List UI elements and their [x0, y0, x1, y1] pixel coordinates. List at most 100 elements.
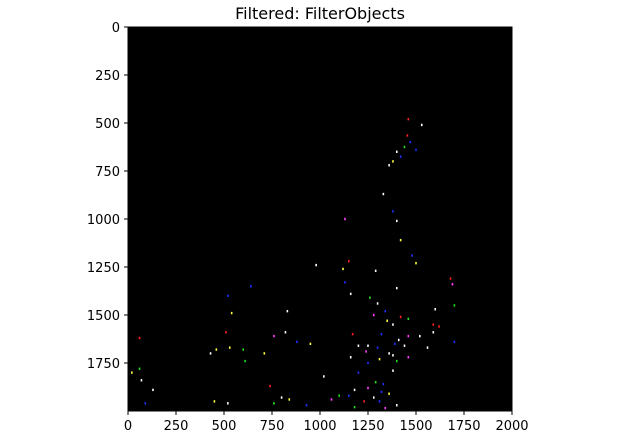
- data-point: [353, 405, 356, 409]
- y-axis: 0 250 500 750 1000 1250 1500 1750: [87, 21, 128, 372]
- data-point: [451, 283, 454, 286]
- data-point: [309, 342, 312, 345]
- y-tick-label: 250: [95, 69, 120, 84]
- data-point: [284, 331, 287, 334]
- data-point: [138, 336, 141, 340]
- data-point: [378, 357, 381, 361]
- data-point: [242, 348, 244, 351]
- data-point: [403, 145, 406, 149]
- data-point: [227, 402, 229, 405]
- data-point: [349, 356, 352, 359]
- data-point: [409, 141, 412, 144]
- data-point: [138, 367, 141, 370]
- data-point: [348, 394, 350, 397]
- data-point: [280, 396, 283, 399]
- data-point: [411, 254, 413, 257]
- plot-area: [127, 26, 513, 412]
- data-point: [269, 384, 271, 388]
- data-point: [305, 404, 308, 407]
- data-point: [351, 333, 354, 336]
- data-point: [357, 344, 360, 347]
- y-tick-label: 1000: [87, 213, 120, 228]
- data-point: [449, 277, 452, 280]
- data-point: [396, 219, 398, 223]
- data-point: [365, 350, 367, 353]
- x-tick-label: 1250: [351, 419, 384, 434]
- data-point: [396, 286, 398, 290]
- data-point: [367, 344, 369, 347]
- data-point: [399, 315, 402, 319]
- data-point: [369, 296, 371, 299]
- data-point: [396, 359, 398, 363]
- data-point: [263, 352, 266, 355]
- data-point: [399, 238, 402, 242]
- data-point: [388, 164, 390, 167]
- data-point: [392, 369, 394, 372]
- data-point: [438, 325, 440, 328]
- data-point: [228, 346, 231, 349]
- data-point: [380, 333, 383, 336]
- data-point: [399, 155, 402, 158]
- data-point: [407, 117, 410, 121]
- data-point: [394, 342, 396, 345]
- data-point: [363, 400, 365, 403]
- data-point: [376, 302, 379, 305]
- data-point: [407, 317, 410, 321]
- data-point: [376, 346, 379, 349]
- data-point: [227, 294, 229, 297]
- data-point: [426, 346, 429, 349]
- x-tick-label: 250: [164, 419, 189, 434]
- data-point: [415, 148, 417, 152]
- data-point: [372, 313, 375, 317]
- data-point: [250, 285, 252, 288]
- data-point: [338, 394, 340, 397]
- data-point: [213, 400, 216, 403]
- y-tick-label: 1750: [87, 357, 120, 372]
- data-point: [367, 386, 369, 390]
- data-point: [453, 304, 456, 307]
- x-tick-label: 750: [260, 419, 285, 434]
- data-point: [344, 217, 346, 221]
- data-point: [372, 396, 375, 399]
- data-point: [384, 406, 387, 410]
- data-point: [357, 371, 360, 374]
- data-point: [367, 361, 369, 365]
- y-tick-label: 0: [112, 21, 120, 36]
- data-point: [209, 352, 212, 355]
- x-tick-label: 1750: [447, 419, 480, 434]
- data-point: [382, 382, 385, 386]
- data-point: [286, 309, 289, 313]
- data-point: [378, 400, 381, 403]
- data-point: [131, 371, 133, 374]
- data-point: [403, 344, 406, 347]
- data-point: [419, 334, 421, 338]
- data-point: [384, 309, 387, 313]
- x-tick-label: 1000: [303, 419, 336, 434]
- data-point: [396, 404, 398, 407]
- data-point: [353, 388, 356, 392]
- data-point: [273, 402, 275, 405]
- data-point: [152, 388, 154, 392]
- data-point: [392, 210, 394, 213]
- data-point: [434, 308, 436, 311]
- y-tick-label: 1500: [87, 309, 120, 324]
- data-point: [396, 150, 398, 153]
- data-point: [392, 160, 394, 163]
- image-background: [128, 27, 512, 411]
- data-point: [392, 323, 394, 326]
- x-tick-label: 500: [212, 419, 237, 434]
- data-point: [392, 354, 394, 357]
- data-point: [397, 338, 400, 342]
- y-tick-label: 500: [95, 117, 120, 132]
- data-point: [323, 375, 325, 378]
- data-point: [288, 398, 291, 401]
- data-point: [349, 292, 352, 296]
- data-point: [344, 281, 346, 284]
- data-point: [144, 402, 147, 405]
- data-point: [386, 319, 388, 322]
- data-point: [432, 331, 435, 334]
- data-point: [374, 381, 377, 384]
- x-tick-label: 1500: [399, 419, 432, 434]
- data-point: [225, 331, 227, 334]
